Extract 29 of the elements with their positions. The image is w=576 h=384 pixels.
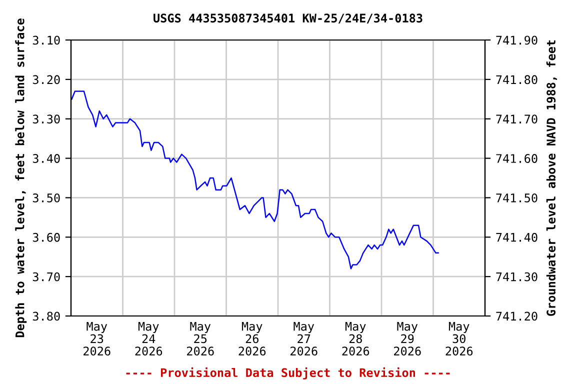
y-tick-label: 3.40 xyxy=(32,154,60,163)
x-tick-label: May 30 2026 xyxy=(446,322,473,356)
x-tick-label: May 27 2026 xyxy=(290,322,318,356)
y2-tick-label: 741.40 xyxy=(496,232,538,242)
y-tick-label: 3.20 xyxy=(32,75,60,84)
y2-tick-label: 741.50 xyxy=(496,193,538,202)
y-axis-title: Depth to water level, feet below land surface xyxy=(15,18,27,338)
y-tick-label: 3.30 xyxy=(32,114,60,124)
x-tick-label: May 25 2026 xyxy=(187,322,214,356)
y2-tick-label: 741.30 xyxy=(496,272,538,282)
y-tick-label: 3.50 xyxy=(32,193,60,202)
y-tick-label: 3.10 xyxy=(32,36,60,45)
y2-tick-label: 741.90 xyxy=(496,36,538,45)
y-tick-label: 3.80 xyxy=(32,312,60,321)
chart-title: USGS 443535087345401 KW-25/24E/34-0183 xyxy=(154,14,422,24)
y2-axis-title: Groundwater level above NAVD 1988, feet xyxy=(546,40,558,316)
y2-tick-label: 741.20 xyxy=(496,312,538,321)
x-tick-label: May 26 2026 xyxy=(238,322,266,356)
y2-tick-label: 741.80 xyxy=(496,75,538,84)
x-tick-label: May 24 2026 xyxy=(135,322,162,356)
y-tick-label: 3.70 xyxy=(32,272,60,282)
text: ---- Provisional Data Subject to Revision ---- xyxy=(126,367,450,380)
y2-tick-label: 741.70 xyxy=(496,114,538,124)
x-tick-label: May 28 2026 xyxy=(342,322,370,356)
x-tick-label: May 29 2026 xyxy=(394,322,421,356)
line-series xyxy=(71,90,439,270)
y-tick-label: 3.60 xyxy=(32,232,60,242)
y2-tick-label: 741.60 xyxy=(496,154,538,163)
x-tick-label: May 23 2026 xyxy=(84,322,110,356)
